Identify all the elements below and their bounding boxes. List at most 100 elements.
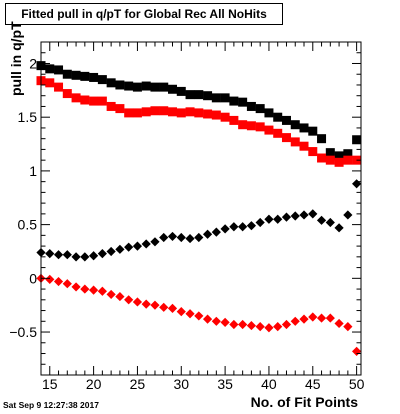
data-point [334, 157, 344, 167]
data-point [159, 106, 169, 116]
data-point [317, 153, 327, 163]
data-point [281, 319, 292, 330]
data-point [246, 320, 257, 331]
data-point [53, 276, 64, 287]
data-point [264, 323, 274, 333]
data-point [45, 274, 55, 284]
data-point [141, 107, 151, 117]
data-point [299, 141, 309, 151]
data-point [220, 93, 230, 103]
data-point [150, 237, 160, 247]
data-point [194, 311, 204, 321]
data-point [62, 89, 72, 99]
data-point [264, 125, 274, 135]
data-point [194, 90, 204, 100]
data-point [211, 227, 221, 237]
data-point [273, 214, 283, 224]
data-point [141, 239, 151, 249]
data-point [273, 128, 283, 138]
data-point [352, 346, 362, 356]
data-point [325, 148, 335, 158]
data-point [124, 108, 134, 118]
data-point [97, 249, 107, 259]
data-point [290, 120, 300, 130]
data-point [71, 252, 81, 262]
data-point [124, 295, 134, 305]
data-point [159, 302, 169, 312]
data-point [299, 210, 309, 220]
data-point [115, 244, 125, 254]
data-point [202, 314, 213, 324]
x-tick-label: 45 [305, 376, 321, 392]
data-point [211, 93, 221, 103]
chart-axes: 15 20 25 30 35 40 45 50 −0.5 0 0.5 1 1.5 2 [9, 41, 365, 392]
data-point [106, 78, 116, 88]
data-point [132, 82, 142, 92]
data-point [115, 104, 125, 114]
data-point [308, 209, 318, 219]
data-point [238, 120, 248, 130]
data-point [54, 82, 64, 92]
data-point [220, 317, 230, 327]
y-tick-label: −0.5 [9, 324, 37, 340]
data-point [89, 96, 99, 106]
data-point [343, 155, 353, 165]
data-point [334, 151, 344, 161]
y-tick-label: 2 [29, 55, 37, 71]
data-point [53, 250, 64, 260]
data-point [132, 241, 143, 251]
data-point [229, 222, 239, 232]
data-point [97, 286, 107, 296]
data-point [334, 318, 344, 329]
data-point [150, 106, 160, 116]
x-tick-label: 35 [217, 376, 233, 392]
data-point [238, 319, 248, 330]
data-point [264, 108, 274, 118]
data-point [316, 313, 327, 323]
y-tick-label: 1 [29, 163, 37, 179]
data-point [211, 316, 221, 326]
data-point [290, 316, 300, 326]
data-point [71, 70, 81, 80]
data-point [255, 122, 265, 132]
x-tick-label: 20 [86, 376, 102, 392]
data-point [308, 147, 318, 157]
data-point [176, 108, 186, 118]
data-point [80, 71, 90, 81]
data-point [54, 65, 64, 75]
data-point [106, 289, 116, 300]
data-point [255, 217, 265, 228]
data-point [185, 107, 195, 117]
data-point [106, 246, 116, 257]
x-tick-label: 25 [130, 376, 146, 392]
chart-marks [36, 61, 362, 356]
x-tick-label: 50 [349, 376, 365, 392]
data-point [194, 108, 204, 118]
data-point [106, 101, 116, 111]
data-point [62, 69, 72, 79]
data-point [238, 97, 248, 107]
data-point [229, 115, 239, 125]
data-point [115, 291, 125, 302]
data-point [159, 232, 169, 243]
data-point [220, 224, 230, 234]
data-point [246, 121, 256, 131]
x-tick-label: 30 [173, 376, 189, 392]
data-point [246, 101, 256, 111]
data-point [89, 285, 99, 295]
data-point [220, 112, 230, 122]
data-point [159, 82, 169, 92]
data-point [308, 312, 318, 322]
data-point [203, 91, 213, 101]
data-point [71, 93, 81, 103]
data-point [97, 96, 107, 106]
x-tick-label: 15 [42, 376, 58, 392]
data-point [352, 179, 362, 189]
data-point [343, 322, 353, 332]
data-point [150, 300, 160, 310]
data-point [62, 279, 72, 289]
data-point [317, 134, 327, 144]
data-point [273, 112, 283, 122]
x-axis-label: No. of Fit Points [250, 394, 358, 410]
